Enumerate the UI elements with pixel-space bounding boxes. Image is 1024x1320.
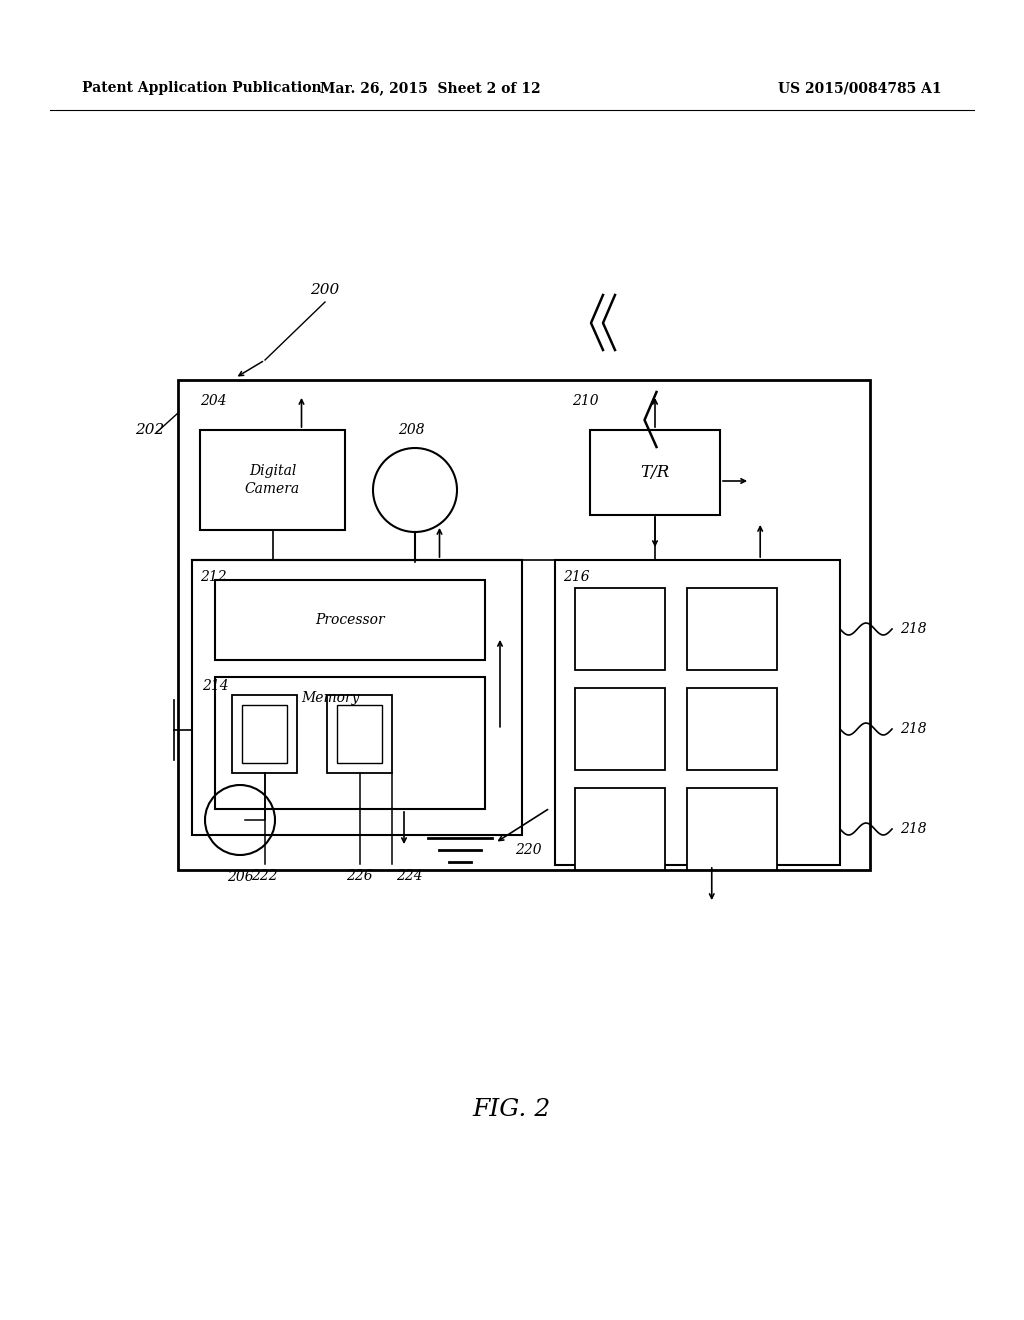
Text: T/R: T/R <box>640 465 670 480</box>
Bar <box>215 579 485 660</box>
Bar <box>590 430 720 515</box>
Bar <box>687 788 777 870</box>
Bar <box>687 587 777 671</box>
Bar <box>575 688 665 770</box>
Text: 212: 212 <box>200 570 226 583</box>
Text: 218: 218 <box>900 722 927 737</box>
Text: 206: 206 <box>226 870 253 884</box>
Text: 214: 214 <box>202 678 228 693</box>
Text: 222: 222 <box>251 869 278 883</box>
Bar <box>232 696 297 774</box>
Bar <box>687 688 777 770</box>
Bar <box>575 587 665 671</box>
Text: Digital
Camera: Digital Camera <box>245 463 300 496</box>
Text: Patent Application Publication: Patent Application Publication <box>82 81 322 95</box>
Bar <box>327 696 392 774</box>
Bar <box>178 380 870 870</box>
Text: Processor: Processor <box>315 612 385 627</box>
Bar <box>242 705 287 763</box>
Text: Mar. 26, 2015  Sheet 2 of 12: Mar. 26, 2015 Sheet 2 of 12 <box>319 81 541 95</box>
Bar <box>337 705 382 763</box>
Text: 226: 226 <box>346 869 373 883</box>
Text: 218: 218 <box>900 622 927 636</box>
Text: Memory: Memory <box>301 690 359 705</box>
Text: US 2015/0084785 A1: US 2015/0084785 A1 <box>778 81 942 95</box>
Text: 216: 216 <box>563 570 590 583</box>
Text: 200: 200 <box>310 282 339 297</box>
Text: 210: 210 <box>572 393 599 408</box>
Text: 204: 204 <box>200 393 226 408</box>
Bar <box>215 677 485 809</box>
Bar <box>200 430 345 531</box>
Text: FIG. 2: FIG. 2 <box>473 1098 551 1122</box>
Text: 220: 220 <box>515 843 542 857</box>
Bar <box>555 560 840 865</box>
Text: 208: 208 <box>398 422 425 437</box>
Bar <box>193 560 522 836</box>
Text: 224: 224 <box>396 869 423 883</box>
Text: 218: 218 <box>900 822 927 836</box>
Text: 202: 202 <box>135 422 164 437</box>
Bar <box>575 788 665 870</box>
